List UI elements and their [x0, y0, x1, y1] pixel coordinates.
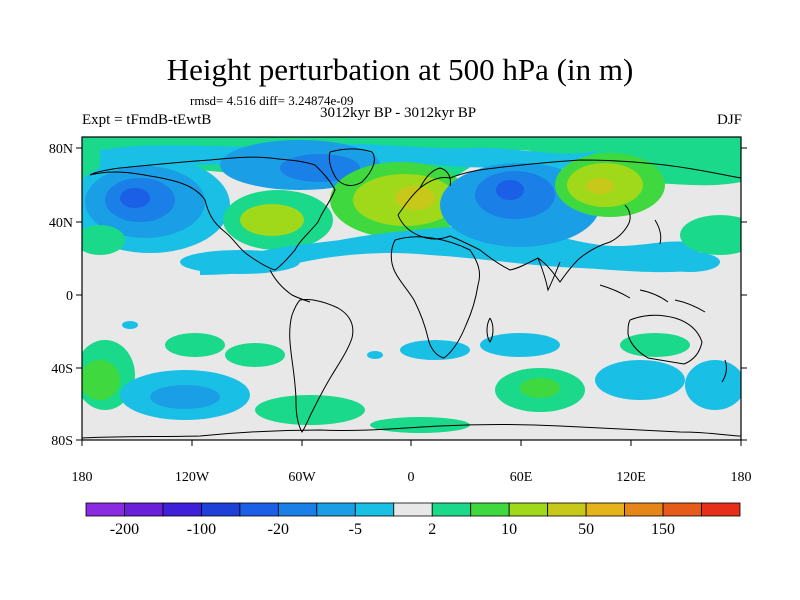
coast-south-america [289, 299, 354, 433]
lat-label-0: 0 [66, 289, 73, 304]
coast-north-america [89, 156, 336, 271]
colorbar-swatch [239, 502, 279, 517]
lat-label-40s: 40S [51, 362, 73, 377]
lon-label-120w: 120W [175, 470, 210, 485]
coast-australia [627, 314, 703, 365]
colorbar-swatch [431, 502, 472, 517]
sh-blue-small [122, 321, 138, 329]
colorbar-label: 10 [501, 521, 517, 538]
lat-label-40n: 40N [49, 216, 73, 231]
canada-low-core [280, 154, 360, 182]
plot-title: Height perturbation at 500 hPa (in m) [166, 52, 634, 87]
colorbar-label: -200 [110, 521, 139, 538]
west-pacific-blue [660, 252, 720, 272]
ena-ridge-inner [240, 204, 304, 236]
lat-label-80n: 80N [49, 142, 73, 157]
colorbar-swatch [201, 502, 241, 517]
colorbar-label: 2 [428, 521, 436, 538]
colorbar-swatch [508, 502, 549, 517]
coast-india [537, 257, 561, 292]
period-text: 3012kyr BP - 3012kyr BP [320, 105, 477, 121]
colorbar-labels: -200 -100 -20 -5 2 10 50 150 [110, 521, 675, 538]
coast-japan [654, 219, 662, 245]
colorbar-label: 150 [651, 521, 675, 538]
coast-new-zealand [721, 359, 727, 383]
coast-africa [390, 236, 481, 359]
colorbar-swatch [162, 502, 202, 517]
sh-green-io-core [520, 378, 560, 398]
atl-ridge-inner [395, 186, 435, 210]
lon-axis [81, 440, 742, 446]
sh-green-4 [255, 395, 365, 425]
sh-blue-africa [480, 333, 560, 357]
lon-label-60e: 60E [510, 470, 533, 485]
sh-green-2 [165, 333, 225, 357]
na-low-core [120, 188, 150, 208]
sh-blue-small2 [367, 351, 383, 359]
coast-central-america [269, 269, 311, 303]
experiment-label: Expt = tFmdB-tEwtB [82, 112, 212, 128]
anomaly-field [82, 137, 741, 433]
tropical-pacific-blue [180, 250, 300, 274]
colorbar-swatch [277, 502, 318, 517]
lon-label-0: 0 [408, 470, 415, 485]
colorbar-label: -100 [187, 521, 216, 538]
lon-label-180e: 180 [731, 470, 752, 485]
colorbar-swatch [624, 502, 664, 517]
colorbar-swatch [393, 502, 433, 517]
colorbar-swatch [662, 502, 702, 517]
coast-greenland [328, 148, 375, 186]
colorbar-swatch [470, 502, 510, 517]
sh-blue-atl [400, 340, 470, 360]
sh-blue-south-pacific-core [150, 385, 220, 409]
colorbar-swatch [124, 502, 164, 517]
colorbar-label: 50 [578, 521, 594, 538]
siberia-low-core [496, 180, 524, 200]
lat-axis [76, 147, 747, 441]
coast-se-asia [599, 284, 706, 313]
lat-label-80s: 80S [51, 434, 73, 449]
colorbar-swatch [701, 502, 741, 517]
sh-green-aus [620, 333, 690, 357]
lon-label-180w: 180 [72, 470, 93, 485]
sh-green-1b [82, 360, 120, 400]
colorbar-swatch [547, 502, 587, 517]
coast-antarctica [82, 424, 741, 439]
colorbar-swatch [85, 502, 125, 517]
lon-label-60w: 60W [288, 470, 316, 485]
colorbar-swatch [316, 502, 356, 517]
colorbar-label: -20 [268, 521, 289, 538]
stats-text: rmsd= 4.516 diff= 3.24874e-09 [190, 93, 354, 108]
sh-green-3 [225, 343, 285, 367]
far-east-green-left [82, 225, 125, 255]
sh-blue-io [595, 360, 685, 400]
far-east-green [680, 215, 741, 255]
season-label: DJF [716, 112, 742, 128]
sh-blue-tasman [685, 360, 741, 410]
colorbar [85, 502, 741, 517]
colorbar-swatch [585, 502, 625, 517]
coastlines [82, 148, 741, 439]
coast-scandinavia [419, 167, 451, 189]
colorbar-swatch [354, 502, 395, 517]
lon-label-120e: 120E [616, 470, 646, 485]
coast-madagascar [486, 317, 494, 343]
colorbar-label: -5 [349, 521, 362, 538]
npac-ridge-inner [586, 178, 614, 194]
